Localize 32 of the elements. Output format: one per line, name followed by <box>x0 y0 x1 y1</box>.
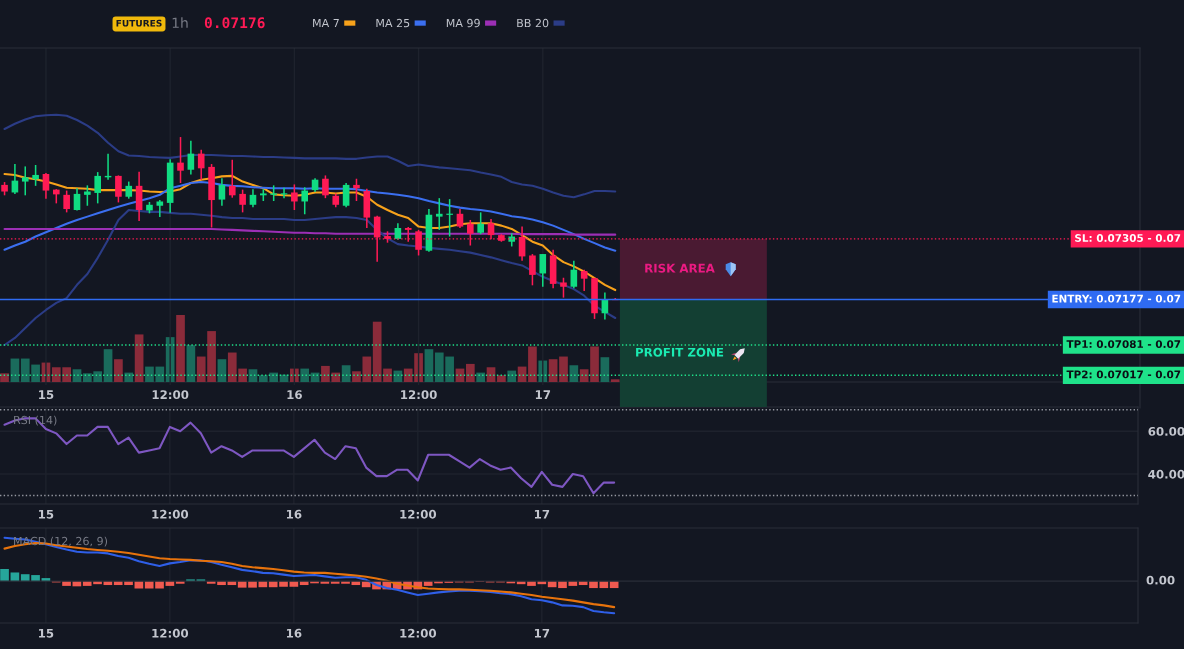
x-tick-label: 17 <box>535 390 551 399</box>
x-tick-label: 17 <box>534 509 550 519</box>
x-tick-label: 16 <box>287 390 302 400</box>
y-tick-label: 40.00 <box>1148 469 1184 479</box>
chart-title: MACD (12, 26, 9) <box>14 536 108 547</box>
x-tick-label: 12:00 <box>152 509 189 519</box>
x-tick-label: 12:00 <box>152 390 189 400</box>
y-tick-label: 60.00 <box>1148 426 1184 436</box>
ref-line-label: 0.00 <box>1146 575 1175 585</box>
band-label: PROFIT ZONE <box>636 347 724 357</box>
legend-label: MA 25 <box>376 18 410 28</box>
x-tick-label: 12:00 <box>401 390 437 400</box>
x-tick-label: 17 <box>534 628 550 638</box>
legend-label: MA 7 <box>313 18 339 28</box>
ref-line-label: SL: 0.07305 - 0.07 <box>1075 234 1181 242</box>
x-tick-label: 15 <box>38 509 54 519</box>
chart-subtitle: 1h <box>172 17 188 28</box>
x-tick-label: 12:00 <box>400 509 437 519</box>
ref-line-label: ENTRY: 0.07177 - 0.07 <box>1052 294 1181 303</box>
ref-line-label: TP1: 0.07081 - 0.07 <box>1066 340 1181 349</box>
ref-line-label: TP2: 0.07017 - 0.07 <box>1066 370 1181 379</box>
text: 0.07176 <box>204 17 265 29</box>
x-tick-label: 16 <box>286 509 302 519</box>
chart-title: FUTURES <box>116 19 162 27</box>
x-tick-label: 12:00 <box>400 628 437 638</box>
legend-label: BB 20 <box>517 18 549 28</box>
x-tick-label: 12:00 <box>152 628 189 638</box>
band-label: RISK AREA <box>645 263 715 273</box>
x-tick-label: 15 <box>39 390 54 400</box>
legend-label: MA 99 <box>446 18 480 28</box>
x-tick-label: 16 <box>286 628 302 638</box>
x-tick-label: 15 <box>38 628 54 638</box>
